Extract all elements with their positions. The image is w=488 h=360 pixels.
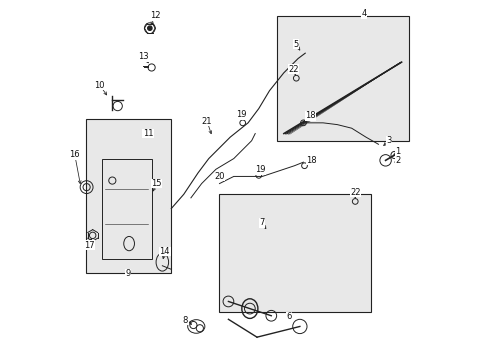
Text: 19: 19 <box>236 111 246 120</box>
Text: 6: 6 <box>286 312 291 321</box>
Text: 16: 16 <box>69 150 80 159</box>
Text: 5: 5 <box>293 40 298 49</box>
Text: 17: 17 <box>83 240 94 249</box>
Text: 22: 22 <box>288 65 299 74</box>
Circle shape <box>147 26 152 30</box>
Text: 15: 15 <box>151 179 161 188</box>
Text: 20: 20 <box>214 172 224 181</box>
Text: 13: 13 <box>138 52 149 61</box>
Text: 18: 18 <box>305 111 315 120</box>
Text: 3: 3 <box>386 136 391 145</box>
Text: 4: 4 <box>361 9 366 18</box>
Bar <box>85 119 171 273</box>
Text: 1: 1 <box>395 147 400 156</box>
Text: 18: 18 <box>305 156 316 165</box>
Bar <box>276 16 408 141</box>
Text: 9: 9 <box>125 269 131 278</box>
Text: 12: 12 <box>150 11 160 20</box>
Text: 19: 19 <box>254 166 265 175</box>
Text: 21: 21 <box>202 117 212 126</box>
Text: 8: 8 <box>183 315 188 324</box>
Text: 2: 2 <box>395 156 400 165</box>
Text: 10: 10 <box>94 81 105 90</box>
Text: 22: 22 <box>349 188 360 197</box>
Bar <box>219 194 370 312</box>
Text: 7: 7 <box>259 219 264 228</box>
Bar <box>102 158 151 258</box>
Text: 14: 14 <box>159 247 170 256</box>
Text: 11: 11 <box>142 129 153 138</box>
